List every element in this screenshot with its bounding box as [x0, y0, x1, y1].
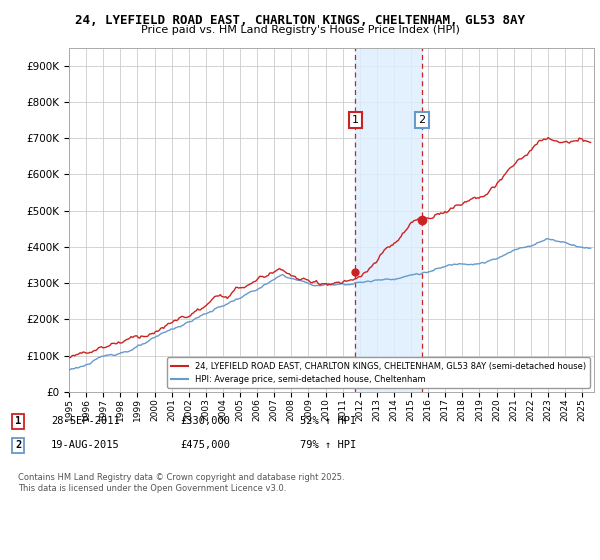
- Text: 28-SEP-2011: 28-SEP-2011: [51, 416, 120, 426]
- Text: 1: 1: [352, 115, 359, 125]
- Text: 24, LYEFIELD ROAD EAST, CHARLTON KINGS, CHELTENHAM, GL53 8AY: 24, LYEFIELD ROAD EAST, CHARLTON KINGS, …: [75, 14, 525, 27]
- Text: £475,000: £475,000: [180, 440, 230, 450]
- Text: £330,000: £330,000: [180, 416, 230, 426]
- Text: 2: 2: [418, 115, 425, 125]
- Bar: [355, 48, 422, 392]
- Text: 79% ↑ HPI: 79% ↑ HPI: [300, 440, 356, 450]
- Text: Contains HM Land Registry data © Crown copyright and database right 2025.
This d: Contains HM Land Registry data © Crown c…: [18, 473, 344, 493]
- Text: 19-AUG-2015: 19-AUG-2015: [51, 440, 120, 450]
- Text: 1: 1: [15, 416, 21, 426]
- Text: 2: 2: [15, 440, 21, 450]
- Text: 52% ↑ HPI: 52% ↑ HPI: [300, 416, 356, 426]
- Text: Price paid vs. HM Land Registry's House Price Index (HPI): Price paid vs. HM Land Registry's House …: [140, 25, 460, 35]
- Legend: 24, LYEFIELD ROAD EAST, CHARLTON KINGS, CHELTENHAM, GL53 8AY (semi-detached hous: 24, LYEFIELD ROAD EAST, CHARLTON KINGS, …: [167, 357, 590, 388]
